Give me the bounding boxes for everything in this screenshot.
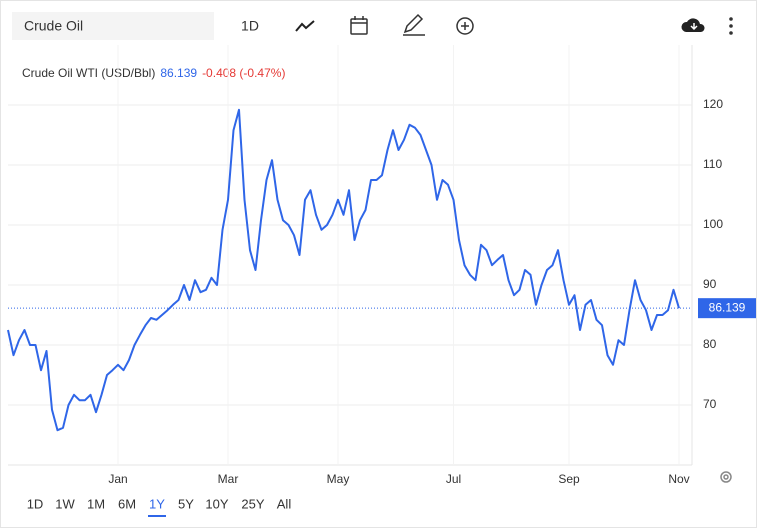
x-tick-label: Jul: [446, 472, 461, 486]
y-tick-label: 90: [703, 277, 717, 291]
settings-icon[interactable]: [720, 471, 732, 483]
add-icon[interactable]: [456, 17, 474, 35]
draw-icon[interactable]: [403, 13, 425, 36]
search-text: Crude Oil: [24, 18, 83, 34]
range-button[interactable]: 1D: [27, 496, 44, 511]
calendar-icon[interactable]: [350, 16, 368, 35]
y-tick-label: 110: [703, 157, 722, 171]
x-tick-label: Mar: [218, 472, 239, 486]
y-tick-label: 100: [703, 217, 723, 231]
y-tick-label: 80: [703, 337, 717, 351]
range-button[interactable]: 1M: [87, 496, 105, 511]
range-button[interactable]: All: [277, 496, 292, 511]
y-tick-label: 120: [703, 97, 723, 111]
legend: Crude Oil WTI (USD/Bbl) 86.139 -0.408 (-0.…: [22, 66, 285, 80]
range-button[interactable]: 10Y: [205, 496, 228, 511]
legend-change: -0.408 (-0.47%): [202, 66, 285, 80]
x-tick-label: Jan: [108, 472, 127, 486]
range-button[interactable]: 1Y: [149, 496, 165, 511]
x-tick-label: Sep: [558, 472, 580, 486]
chart-type-icon[interactable]: [295, 20, 315, 32]
menu-icon[interactable]: [729, 17, 733, 35]
price-tag: [698, 298, 756, 319]
legend-price: 86.139: [160, 66, 197, 80]
price-line: [7, 108, 680, 432]
download-icon[interactable]: [681, 18, 705, 32]
range-button[interactable]: 5Y: [178, 496, 194, 511]
price-tag-label: 86.139: [709, 300, 746, 314]
range-button[interactable]: 1W: [55, 496, 75, 511]
range-button[interactable]: 25Y: [241, 496, 264, 511]
search-box[interactable]: [12, 12, 214, 40]
interval[interactable]: 1D: [241, 18, 259, 34]
range-button[interactable]: 6M: [118, 496, 136, 511]
y-tick-label: 70: [703, 397, 717, 411]
legend-title: Crude Oil WTI (USD/Bbl): [22, 66, 155, 80]
x-tick-label: May: [327, 472, 350, 486]
x-tick-label: Nov: [668, 472, 689, 486]
